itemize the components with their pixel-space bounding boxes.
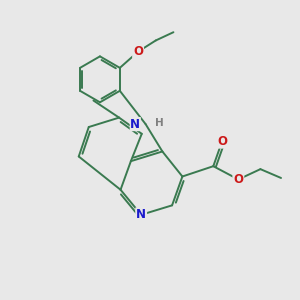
Text: N: N [130,118,140,130]
Text: O: O [217,135,227,148]
Text: H: H [155,118,164,128]
Text: O: O [133,45,143,58]
Text: N: N [136,208,146,221]
Text: O: O [233,173,243,186]
